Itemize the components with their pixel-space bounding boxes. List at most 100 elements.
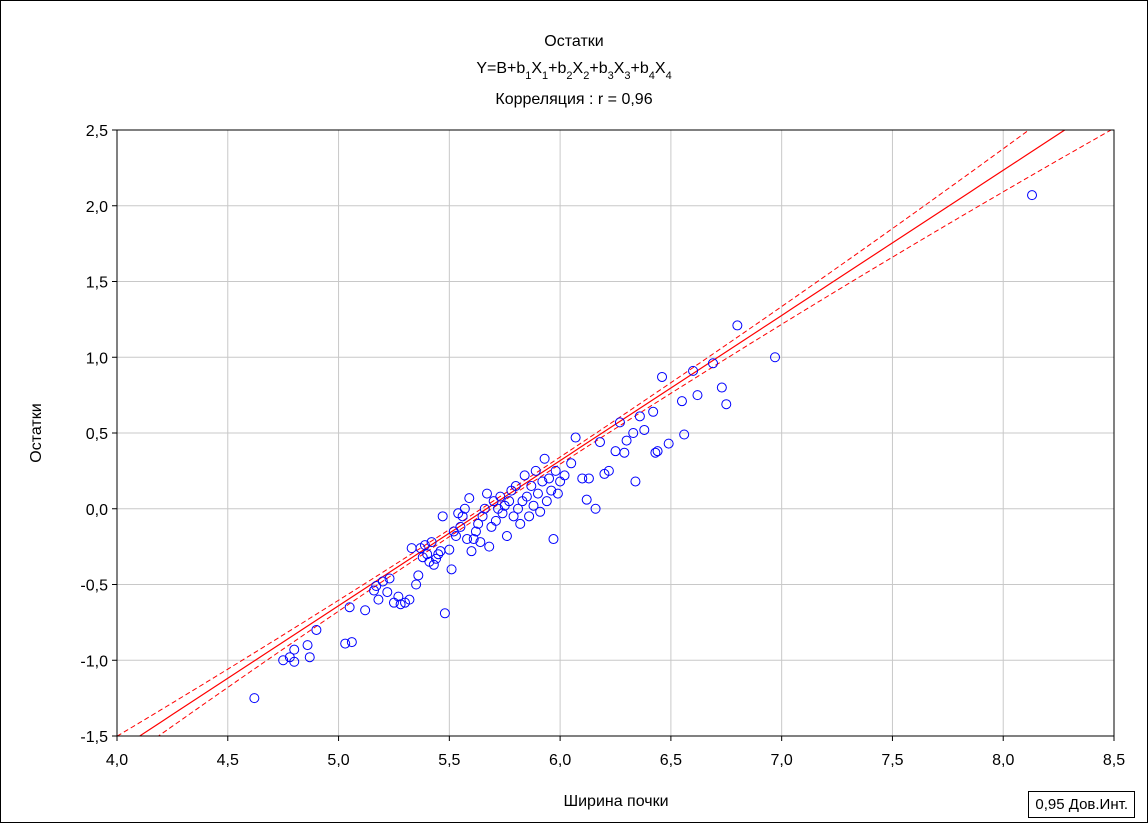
data-point [501,531,512,542]
equation-var-sub: 4 [666,70,672,82]
equation-var: X [531,60,542,77]
data-point [621,435,632,446]
data-point [419,540,430,551]
data-point [302,640,313,651]
x-tick-label: 6,0 [549,752,571,769]
data-point [304,652,315,663]
data-point [548,534,559,545]
equation-var-sub: 1 [542,70,548,82]
data-point [524,511,535,522]
data-point [377,576,388,587]
data-point [344,602,355,613]
y-tick-label: 1,5 [86,275,108,292]
data-point [546,485,557,496]
data-point [566,458,577,469]
data-point [384,573,395,584]
data-point [289,644,300,655]
data-point [413,570,424,581]
data-point [550,465,561,476]
equation-coef-sub: 1 [525,70,531,82]
data-point [435,546,446,557]
data-point [473,518,484,529]
equation-var: X [573,60,584,77]
x-tick-label: 8,0 [992,752,1014,769]
data-point [450,531,461,542]
data-point [504,496,515,507]
data-point [477,511,488,522]
data-point [732,320,743,331]
y-tick-label: 1,0 [86,350,108,367]
data-point [395,599,406,610]
data-point [433,549,444,560]
y-axis-label: Остатки [28,403,45,462]
data-point [495,491,506,502]
data-point [628,428,639,438]
x-axis-ticks: 4,0 4,5 5,0 5,5 6,0 6,5 7,0 7,5 8,0 8,5 [106,736,1125,769]
data-point [614,417,625,428]
data-point [716,382,727,393]
equation-coef-sub: 2 [566,70,572,82]
data-point [663,438,674,449]
data-point [539,453,550,464]
data-point [610,446,621,457]
data-point [488,496,499,507]
data-point [535,506,546,517]
equation-var: X [655,60,666,77]
data-point [657,371,668,382]
x-tick-label: 4,0 [106,752,128,769]
grid [116,129,1115,737]
x-tick-label: 5,0 [327,752,349,769]
data-point [486,521,497,532]
data-point [619,447,630,458]
data-point [650,447,661,458]
data-point [464,493,475,504]
data-point [249,693,260,704]
data-point [1027,190,1038,201]
equation-coef: b [558,60,567,77]
data-point [513,503,524,514]
y-tick-label: -0,5 [80,578,108,595]
y-tick-label: 2,0 [86,199,108,216]
data-point [537,476,548,487]
data-point [484,541,495,552]
data-point [528,500,539,511]
data-point [470,526,481,537]
data-point [559,470,570,481]
equation-var-sub: 3 [624,70,630,82]
equation-plus: + [548,60,557,77]
data-point [289,656,300,667]
x-tick-label: 7,5 [881,752,903,769]
equation-var-sub: 2 [583,70,589,82]
data-point [462,534,473,545]
data-point [510,481,521,492]
data-point [688,365,699,376]
data-point [497,508,508,519]
data-point [278,655,289,666]
data-point [446,564,457,575]
y-tick-label: 0,0 [86,502,108,519]
x-tick-label: 7,0 [771,752,793,769]
data-point [444,544,455,555]
legend-confidence-interval: 0,95 Дов.Инт. [1028,791,1135,818]
data-point [544,473,555,484]
data-point [393,591,404,602]
data-point [519,470,530,481]
data-point [431,553,442,564]
equation-coef: b [640,60,649,77]
y-axis-ticks: 2,5 2,0 1,5 1,0 0,5 0,0 -0,5 -1,0 -1,5 [80,123,117,746]
data-point [630,476,641,487]
data-point [426,537,437,548]
data-point [541,496,552,507]
data-point [346,637,357,648]
data-point [479,503,490,514]
data-point [530,465,541,476]
x-tick-label: 6,5 [660,752,682,769]
data-point [475,537,486,548]
chart-title: Остатки [544,33,603,50]
equation-prefix: Y=B+ [476,60,516,77]
data-point [648,406,659,417]
data-point [457,511,468,522]
data-point [652,446,663,457]
x-tick-label: 5,5 [438,752,460,769]
